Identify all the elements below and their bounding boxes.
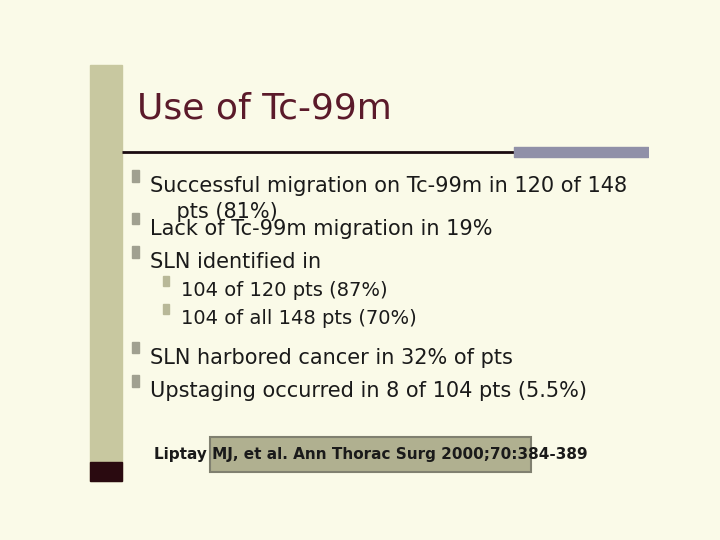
Text: SLN harbored cancer in 32% of pts: SLN harbored cancer in 32% of pts	[150, 348, 513, 368]
Text: Upstaging occurred in 8 of 104 pts (5.5%): Upstaging occurred in 8 of 104 pts (5.5%…	[150, 381, 588, 401]
Bar	[163, 305, 168, 314]
Text: Use of Tc-99m: Use of Tc-99m	[138, 92, 392, 126]
Text: Successful migration on Tc-99m in 120 of 148
    pts (81%): Successful migration on Tc-99m in 120 of…	[150, 176, 627, 222]
Bar	[90, 462, 122, 481]
Bar	[132, 171, 139, 182]
Bar	[90, 65, 122, 481]
Text: 104 of 120 pts (87%): 104 of 120 pts (87%)	[181, 281, 387, 300]
Bar	[163, 276, 168, 286]
Text: Lack of Tc-99m migration in 19%: Lack of Tc-99m migration in 19%	[150, 219, 492, 239]
Text: Liptay MJ, et al. Ann Thorac Surg 2000;70:384-389: Liptay MJ, et al. Ann Thorac Surg 2000;7…	[154, 447, 588, 462]
FancyBboxPatch shape	[210, 437, 531, 472]
Bar	[132, 375, 139, 387]
Bar	[132, 342, 139, 353]
Bar	[132, 213, 139, 225]
Text: 104 of all 148 pts (70%): 104 of all 148 pts (70%)	[181, 309, 417, 328]
Text: SLN identified in: SLN identified in	[150, 252, 321, 272]
Bar	[132, 246, 139, 258]
